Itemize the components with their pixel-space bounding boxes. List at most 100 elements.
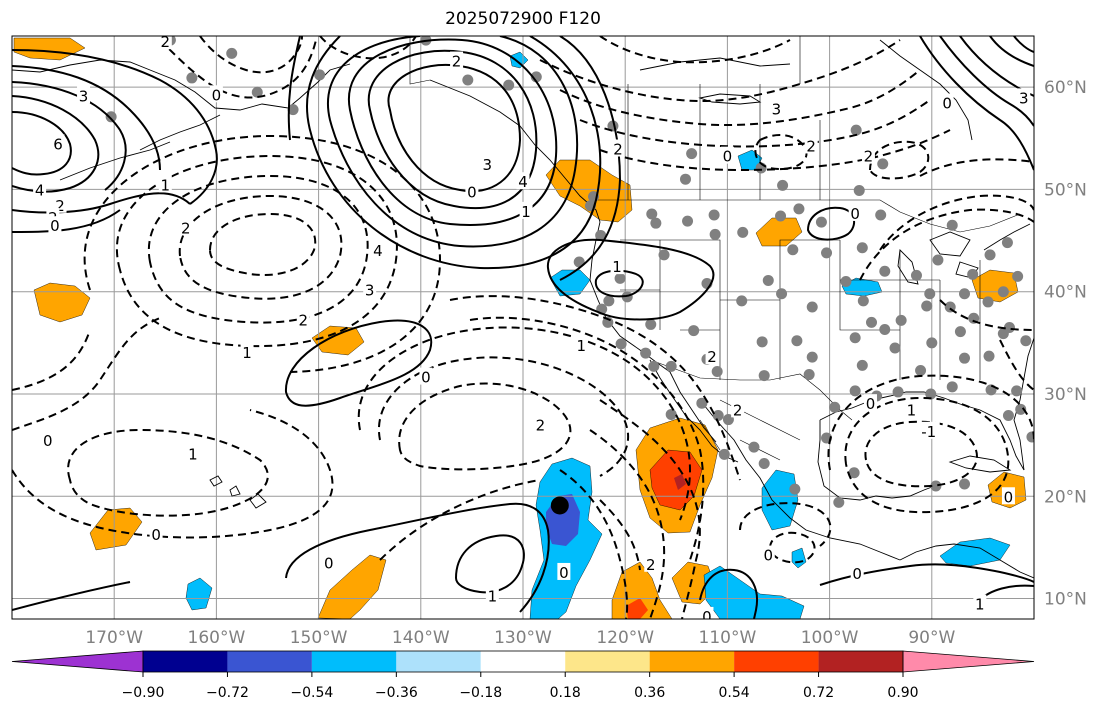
- station-dot: [806, 351, 818, 363]
- colorbar-tick-label: 0.36: [634, 685, 665, 701]
- contour-high-4: [327, 36, 579, 248]
- station-dot: [777, 179, 789, 191]
- station-dot: [793, 203, 805, 215]
- contour-label-bg: [610, 257, 624, 275]
- station-dot: [892, 386, 904, 398]
- station-dot: [959, 478, 971, 490]
- station-dot: [287, 104, 299, 116]
- contour-label: 2: [55, 197, 65, 215]
- contour-neg-n6: [754, 134, 808, 170]
- station-dot: [806, 301, 818, 313]
- dashed-contours: [12, 36, 1034, 619]
- contour-neg-z1: [12, 317, 161, 431]
- station-dot: [857, 295, 869, 307]
- contour-pos-w2: [12, 81, 127, 191]
- contour-label-bg: [1001, 487, 1015, 505]
- contour-label-bg: [186, 444, 200, 462]
- contour-label-bg: [611, 139, 625, 157]
- colorbar-tick-label: 0.54: [719, 685, 750, 701]
- contour-label-bg: [720, 146, 734, 164]
- contour-pos-w1: [12, 65, 161, 171]
- station-dot: [997, 286, 1009, 298]
- contour-neg-z4: [12, 409, 334, 539]
- lon-label: 90°W: [908, 628, 955, 648]
- contour-high-3: [347, 38, 558, 226]
- station-dot: [748, 441, 760, 453]
- contour-label-bg: [519, 201, 533, 219]
- station-dot: [1039, 252, 1050, 263]
- station-dot: [686, 148, 698, 160]
- station-dot: [708, 209, 720, 221]
- station-dot: [849, 385, 861, 397]
- station-dot: [787, 244, 799, 256]
- location-marker[interactable]: [550, 496, 569, 515]
- station-dot: [226, 47, 238, 59]
- station-dot: [1074, 231, 1085, 242]
- map-panel[interactable]: 364220124321010000341211222320202010-101…: [12, 32, 1105, 626]
- station-dot: [658, 249, 670, 261]
- contour-label: 2: [806, 137, 816, 155]
- station-dot: [640, 347, 652, 359]
- station-dot: [758, 370, 770, 382]
- station-dot: [186, 72, 198, 84]
- map-frame: [11, 35, 1035, 620]
- station-dot: [1015, 403, 1027, 415]
- station-dot: [1020, 335, 1032, 347]
- station-dot: [762, 274, 774, 286]
- contour-label-bg: [1048, 124, 1061, 141]
- shade-small-blue-1: [185, 577, 213, 611]
- contour-pos-w7: [12, 209, 121, 233]
- station-dot: [1003, 322, 1015, 333]
- station-dot: [1011, 385, 1023, 397]
- contour-label: 4: [518, 173, 528, 191]
- station-dot: [688, 325, 700, 337]
- station-dot: [1098, 240, 1105, 251]
- station-dot: [650, 217, 662, 229]
- contour-label: 0: [764, 547, 774, 565]
- station-dot: [251, 86, 263, 98]
- station-dot: [889, 342, 901, 354]
- contour-label-bg: [41, 431, 55, 449]
- contour-neg-z6: [377, 356, 629, 477]
- contour-neg-s1: [768, 531, 816, 564]
- colorbar-segment: [565, 651, 650, 672]
- contour-one-s: [454, 534, 525, 594]
- contour-zero-se1: [699, 568, 758, 619]
- contour-label-bg: [48, 216, 62, 234]
- station-dot: [803, 369, 815, 381]
- contour-label: -1: [921, 423, 936, 441]
- station-dot: [921, 300, 933, 312]
- contour-label-bg: [917, 421, 940, 439]
- station-dot: [982, 296, 994, 308]
- contour-neg-n5: [599, 36, 791, 64]
- station-dot: [924, 288, 936, 300]
- station-dot: [930, 480, 942, 492]
- station-dot: [1053, 254, 1064, 265]
- contour-label: 0: [723, 148, 733, 166]
- station-dot: [1094, 230, 1105, 241]
- contour-label: 2: [298, 311, 308, 329]
- station-dot: [1001, 237, 1013, 249]
- station-dot: [775, 210, 787, 222]
- contour-east-5: [1013, 36, 1034, 53]
- contour-label-bg: [240, 343, 254, 361]
- colorbar-segment: [818, 651, 903, 672]
- contour-pos-w5: [12, 49, 218, 205]
- station-dot: [711, 365, 723, 377]
- contour-label-bg: [1017, 88, 1031, 106]
- station-dot: [850, 124, 862, 136]
- contour-neg-coast6: [599, 499, 641, 571]
- contour-label-bg: [850, 563, 864, 581]
- contour-neg-n3: [579, 99, 931, 148]
- contour-label-bg: [363, 280, 377, 298]
- contour-label: 2: [613, 141, 623, 159]
- station-dot: [984, 249, 996, 261]
- shade-mexico-blue: [761, 469, 799, 531]
- station-dot: [789, 483, 801, 495]
- contour-neg-z2: [12, 329, 91, 391]
- lat-label: 30°N: [1044, 385, 1087, 405]
- contour-label: 0: [1004, 488, 1014, 506]
- coast-hudson: [879, 39, 973, 141]
- anomaly-shading: [13, 37, 1027, 619]
